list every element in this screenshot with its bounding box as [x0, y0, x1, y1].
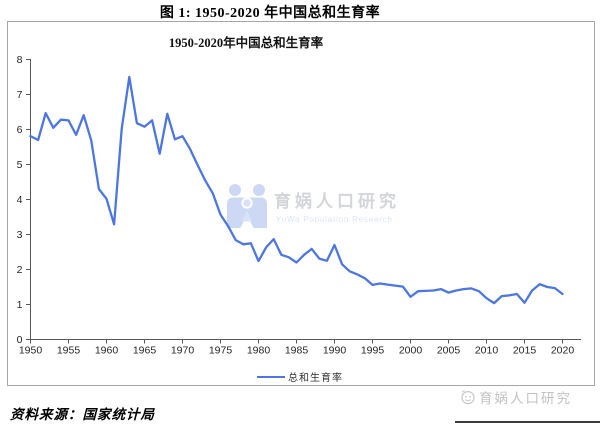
y-tick-label: 1: [17, 299, 23, 311]
y-tick-label: 4: [17, 194, 23, 206]
watermark-cn-label: 育娲人口研究: [274, 192, 400, 211]
x-tick-label: 1995: [361, 345, 385, 357]
chart-container: [7, 21, 595, 386]
tfr-series-line: [29, 75, 564, 305]
data-source-note: 资料来源：国家统计局: [10, 407, 155, 422]
y-tick-marks: [26, 59, 31, 340]
x-tick-labels: 1950 1955 1960 1965 1970 1975 1980 1985 1990 1995…: [19, 345, 575, 357]
watermark-en-label: YuWa Population Research: [276, 215, 393, 224]
x-tick-label: 2015: [513, 345, 537, 357]
bottom-divider-line: [455, 421, 600, 423]
watermark-text: 育娲人口研究 YuWa Population Research: [274, 187, 400, 224]
legend-line-swatch: [257, 375, 285, 378]
chart-legend: 总和生育率: [0, 369, 600, 384]
y-tick-label: 3: [17, 229, 23, 241]
x-tick-label: 2020: [551, 345, 575, 357]
figure-title: 图 1: 1950-2020 年中国总和生育率: [159, 6, 381, 21]
x-tick-label: 2005: [437, 345, 461, 357]
legend-series-label: 总和生育率: [288, 373, 343, 384]
y-tick-label: 5: [17, 159, 23, 171]
y-tick-label: 2: [17, 264, 23, 276]
y-tick-label: 0: [17, 334, 23, 346]
chart-title: 1950-2020年中国总和生育率: [168, 36, 324, 50]
x-tick-label: 1965: [133, 345, 157, 357]
x-tick-label: 1955: [57, 345, 81, 357]
watermark: 育娲人口研究 YuWa Population Research: [226, 183, 400, 229]
yuwa-logo-watermark-icon: [227, 184, 267, 228]
y-tick-label: 6: [17, 124, 23, 136]
brand-footer: 育娲人口研究: [460, 387, 572, 407]
x-tick-label: 1990: [323, 345, 347, 357]
y-tick-label: 8: [17, 54, 23, 66]
x-tick-label: 1970: [171, 345, 195, 357]
x-tick-label: 1980: [247, 345, 271, 357]
x-tick-label: 2010: [475, 345, 499, 357]
brand-name-label: 育娲人口研究: [479, 391, 572, 406]
axes: [30, 59, 581, 340]
x-tick-marks: [30, 339, 563, 344]
x-tick-label: 1950: [19, 345, 43, 357]
x-tick-label: 2000: [399, 345, 423, 357]
x-tick-label: 1985: [285, 345, 309, 357]
x-tick-label: 1975: [209, 345, 233, 357]
yuwa-brand-icon: [461, 390, 475, 405]
y-tick-label: 7: [17, 89, 23, 101]
x-tick-label: 1960: [95, 345, 119, 357]
y-tick-labels: 0 1 2 3 4 5 6 7 8: [17, 54, 23, 346]
